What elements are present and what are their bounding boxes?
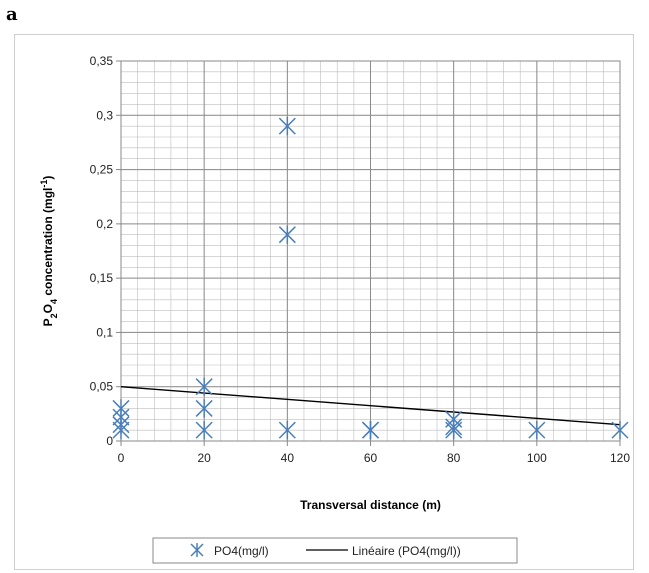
legend-label-po4: PO4(mg/l) (214, 544, 269, 558)
x-tick-label: 40 (281, 451, 295, 465)
x-tick-label: 120 (610, 451, 630, 465)
x-tick-label: 20 (197, 451, 211, 465)
y-tick-label: 0,2 (96, 217, 113, 231)
legend-label-linear: Linéaire (PO4(mg/l)) (352, 544, 461, 558)
x-tick-label: 60 (364, 451, 378, 465)
data-point (361, 420, 380, 440)
y-tick-label: 0,3 (96, 108, 113, 122)
y-title-sub1: 2 (49, 313, 59, 318)
data-point (195, 377, 213, 396)
x-axis-ticks: 0 20 40 60 80 100 120 (118, 441, 630, 465)
legend-box (152, 537, 518, 564)
y-tick-label: 0,1 (96, 325, 113, 339)
data-point (278, 225, 296, 244)
y-tick-label: 0,35 (90, 54, 114, 68)
y-tick-label: 0,15 (90, 271, 114, 285)
panel-label: a (6, 4, 18, 25)
data-point (528, 420, 546, 440)
x-tick-label: 100 (527, 451, 547, 465)
data-point (278, 116, 296, 136)
data-point (112, 420, 130, 440)
y-tick-label: 0,05 (90, 380, 114, 394)
data-point (611, 420, 629, 440)
y-title-end: ) (41, 176, 55, 180)
data-point (195, 420, 213, 440)
y-title-mid: O (41, 304, 55, 313)
y-tick-label: 0 (106, 434, 113, 448)
x-tick-label: 80 (447, 451, 461, 465)
x-axis-title: Transversal distance (m) (300, 498, 441, 512)
x-tick-label: 0 (118, 451, 125, 465)
y-title-rest: concentration (mgl (41, 188, 55, 299)
points-layer (112, 116, 629, 440)
chart-frame (14, 34, 634, 570)
legend-marker-po4 (190, 543, 204, 557)
y-title-sup: -1 (39, 180, 49, 188)
y-axis-ticks: 0 0,05 0,1 0,15 0,2 0,25 0,3 0,35 (90, 54, 121, 448)
data-point (195, 399, 213, 418)
y-title-main: P (41, 318, 55, 326)
data-point (445, 420, 463, 440)
major-grid (120, 60, 621, 442)
legend-marker-star (190, 543, 204, 557)
y-title-sub2: 4 (49, 299, 59, 304)
y-tick-label: 0,25 (90, 163, 114, 177)
legend: PO4(mg/l) Linéaire (PO4(mg/l)) (152, 537, 518, 564)
data-point (278, 420, 296, 440)
y-axis-title: P2O4 concentration (mgl-1) (39, 176, 59, 327)
